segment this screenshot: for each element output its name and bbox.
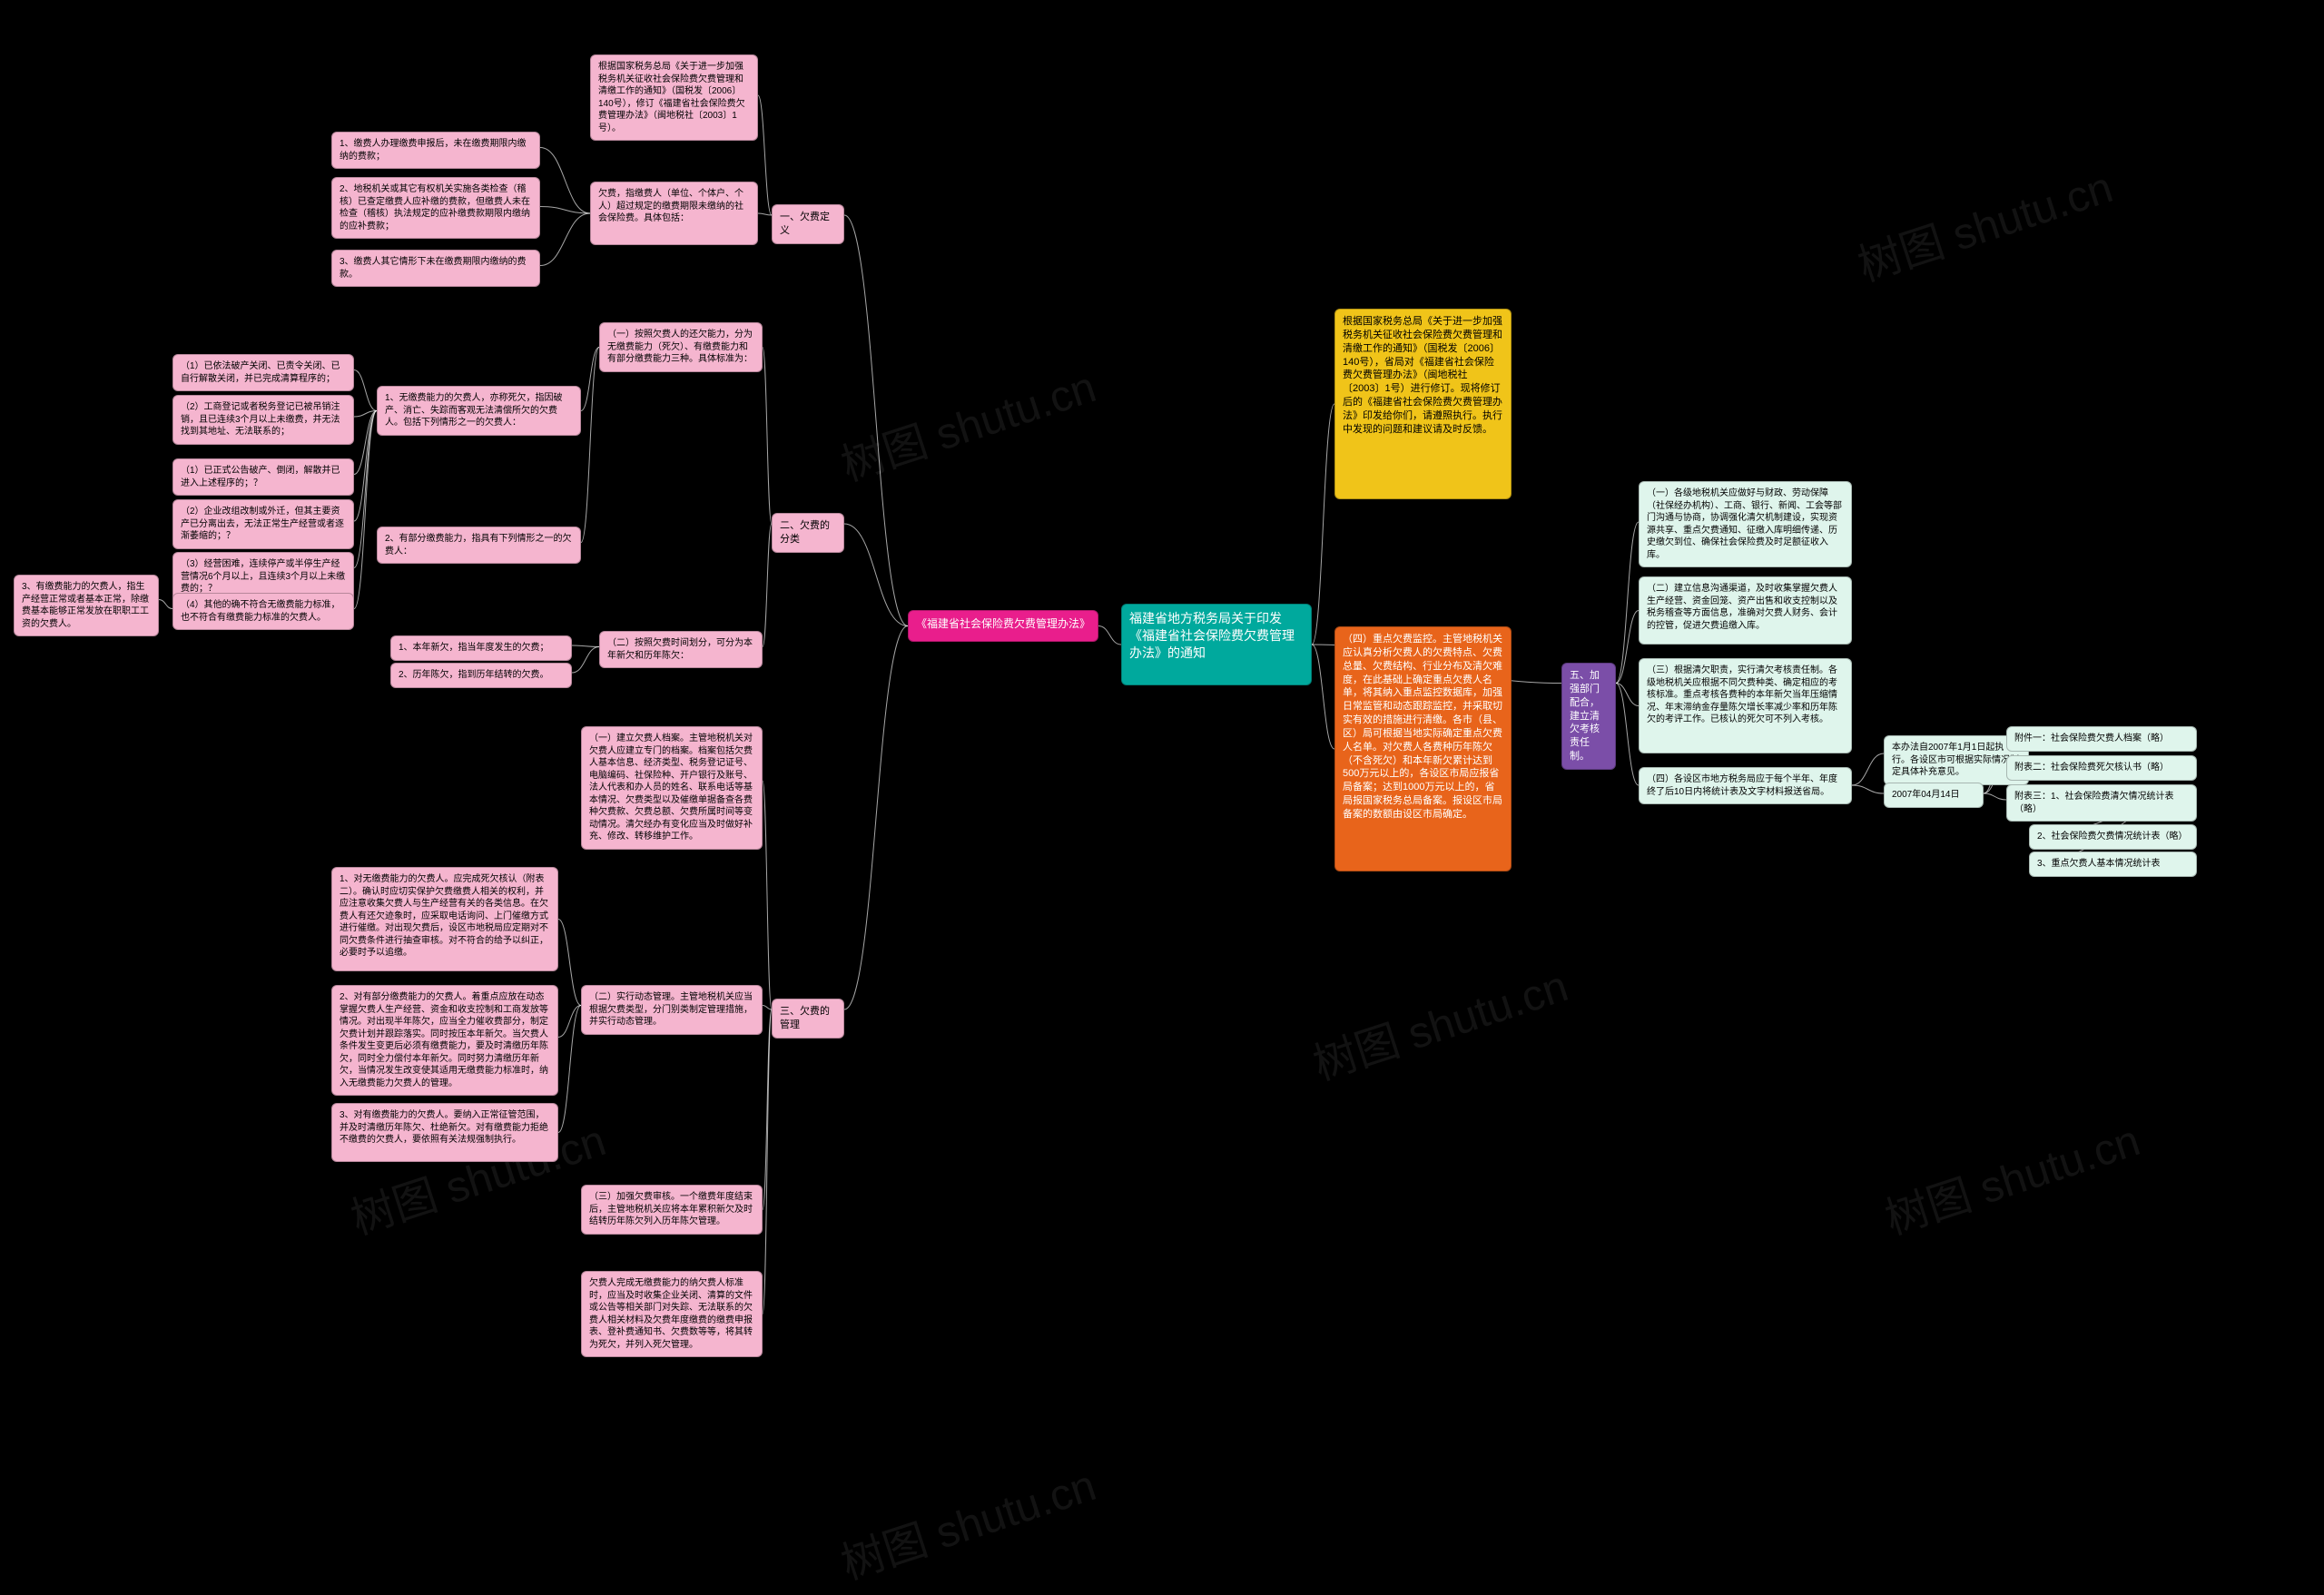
node-Ld2: 二、欠费的分类	[772, 513, 844, 553]
node-C1: （一）建立欠费人档案。主管地税机关对欠费人应建立专门的档案。档案包括欠费人基本信…	[581, 726, 763, 850]
node-R3d2c: 附表三：1、社会保险费清欠情况统计表（略）	[2006, 784, 2197, 822]
node-A2b: 2、地税机关或其它有权机关实施各类检查（稽核）已查定缴费人应补缴的费款，但缴费人…	[331, 177, 540, 239]
node-R3c: （三）根据清欠职责，实行清欠考核责任制。各级地税机关应根据不同欠费种类、确定相应…	[1639, 658, 1852, 753]
node-A2: 欠费，指缴费人（单位、个体户、个人）超过规定的缴费期限未缴纳的社会保险费。具体包…	[590, 182, 758, 245]
watermark: 树图 shutu.cn	[832, 1450, 1102, 1591]
node-R3d2a: 附件一：社会保险费欠费人档案（略）	[2006, 726, 2197, 752]
node-B1a3: （1）已正式公告破产、倒闭，解散并已进入上述程序的；？	[172, 458, 354, 496]
node-B2b: 2、历年陈欠，指到历年结转的欠费。	[390, 663, 572, 688]
watermark: 树图 shutu.cn	[1304, 950, 1574, 1092]
node-R3d2c3: 3、重点欠费人基本情况统计表	[2029, 852, 2197, 877]
node-Ld1: 一、欠费定义	[772, 204, 844, 244]
node-A1: 根据国家税务总局《关于进一步加强税务机关征收社会保险费欠费管理和清缴工作的通知》…	[590, 54, 758, 141]
node-R3d: （四）各设区市地方税务局应于每个半年、年度终了后10日内将统计表及文字材料报送省…	[1639, 767, 1852, 804]
watermark: 树图 shutu.cn	[832, 351, 1102, 493]
node-R3d2c2: 2、社会保险费欠费情况统计表（略）	[2029, 824, 2197, 850]
node-B1a6x: 3、有缴费能力的欠费人，指生产经营正常或者基本正常，除缴费基本能够正常发放在职职…	[14, 575, 159, 636]
node-R3d2: 2007年04月14日	[1884, 783, 1984, 808]
node-B2: （二）按照欠费时间划分，可分为本年新欠和历年陈欠：	[599, 631, 763, 668]
node-R1: 根据国家税务总局《关于进一步加强税务机关征收社会保险费欠费管理和清缴工作的通知》…	[1334, 309, 1512, 499]
node-Ld3: 三、欠费的管理	[772, 999, 844, 1039]
node-C4: 欠费人完成无缴费能力的纳欠费人标准时，应当及时收集企业关闭、清算的文件或公告等相…	[581, 1271, 763, 1357]
node-B2a: 1、本年新欠，指当年度发生的欠费；	[390, 635, 572, 661]
node-C2c: 3、对有缴费能力的欠费人。要纳入正常征管范围，并及时清缴历年陈欠、杜绝新欠。对有…	[331, 1103, 558, 1162]
node-A2a: 1、缴费人办理缴费申报后，未在缴费期限内缴纳的费款；	[331, 132, 540, 169]
node-R3d2b: 附表二：社会保险费死欠核认书（略）	[2006, 755, 2197, 781]
node-R3: 五、加强部门配合，建立清欠考核责任制。	[1561, 663, 1616, 770]
node-B1a6: （4）其他的确不符合无缴费能力标准，也不符合有缴费能力标准的欠费人。	[172, 593, 354, 630]
watermark: 树图 shutu.cn	[1876, 1105, 2146, 1246]
node-root: 福建省地方税务局关于印发《福建省社会保险费欠费管理办法》的通知	[1121, 604, 1312, 685]
node-B1b: 2、有部分缴费能力，指具有下列情形之一的欠费人：	[377, 527, 581, 564]
node-L0: 《福建省社会保险费欠费管理办法》	[908, 610, 1098, 642]
node-B1a1: （1）已依法破产关闭、已责令关闭、已自行解散关闭，并已完成清算程序的；	[172, 354, 354, 391]
mindmap-stage: 树图 shutu.cn 树图 shutu.cn 树图 shutu.cn 树图 shut…	[0, 0, 2324, 1595]
node-A2c: 3、缴费人其它情形下未在缴费期限内缴纳的费款。	[331, 250, 540, 287]
node-R3a: （一）各级地税机关应做好与财政、劳动保障（社保经办机构）、工商、银行、新闻、工会…	[1639, 481, 1852, 567]
node-B1a2: （2）工商登记或者税务登记已被吊销注销，且已连续3个月以上未缴费，并无法找到其地…	[172, 395, 354, 445]
watermark: 树图 shutu.cn	[1848, 152, 2119, 293]
node-B1: （一）按照欠费人的还欠能力，分为无缴费能力（死欠）、有缴费能力和有部分缴费能力三…	[599, 322, 763, 372]
node-B1a: 1、无缴费能力的欠费人，亦称死欠，指因破产、消亡、失踪而客观无法清偿所欠的欠费人…	[377, 386, 581, 436]
node-R2: （四）重点欠费监控。主管地税机关应认真分析欠费人的欠费特点、欠费总量、欠费结构、…	[1334, 626, 1512, 871]
node-R3b: （二）建立信息沟通渠道，及时收集掌握欠费人生产经营、资金回笼、资产出售和收支控制…	[1639, 576, 1852, 645]
node-B1a4: （2）企业改组改制或外迁，但其主要资产已分离出去，无法正常生产经营或者逐渐萎缩的…	[172, 499, 354, 549]
node-C2: （二）实行动态管理。主管地税机关应当根据欠费类型，分门别类制定管理措施，并实行动…	[581, 985, 763, 1035]
node-C2b: 2、对有部分缴费能力的欠费人。着重点应放在动态掌握欠费人生产经营、资金和收支控制…	[331, 985, 558, 1096]
node-C3: （三）加强欠费审核。一个缴费年度结束后，主管地税机关应将本年累积新欠及时结转历年…	[581, 1185, 763, 1235]
node-C2a: 1、对无缴费能力的欠费人。应完成死欠核认（附表二）。确认时应切实保护欠费缴费人相…	[331, 867, 558, 971]
